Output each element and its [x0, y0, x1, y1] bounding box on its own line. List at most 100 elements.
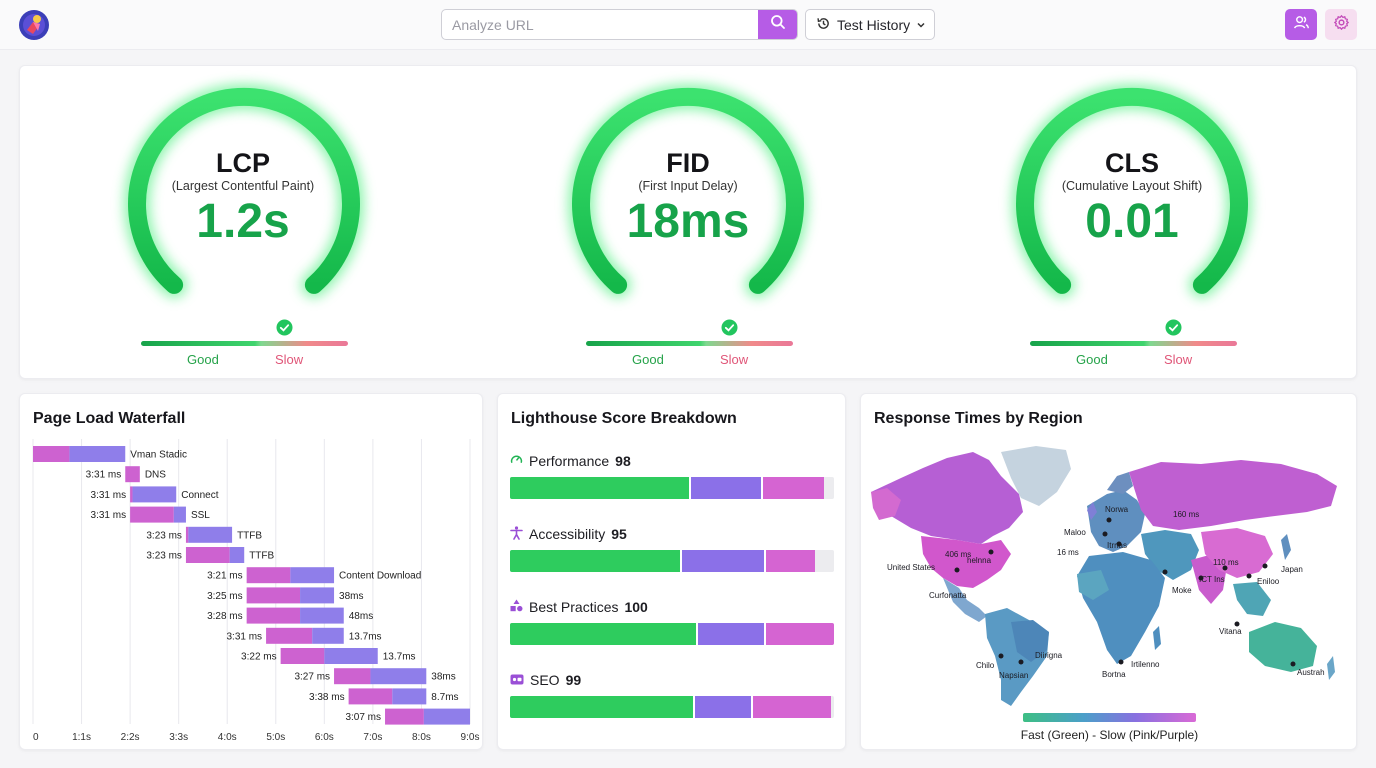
waterfall-duration-label: 3:38 ms — [309, 692, 345, 703]
core-web-vitals-card: LCP (Largest Contentful Paint) 1.2s Good… — [19, 65, 1357, 379]
lighthouse-row-best-practices[interactable]: Best Practices 100 — [510, 598, 835, 645]
region-se-asia — [1233, 582, 1271, 616]
city-dot — [988, 549, 994, 555]
waterfall-duration-label: 3:22 ms — [241, 652, 277, 663]
waterfall-bar-segment — [246, 587, 301, 604]
map-label: 16 ms — [1057, 548, 1079, 557]
city-dot — [1246, 573, 1252, 579]
map-label: Napsian — [999, 671, 1028, 680]
region-canada — [871, 452, 1023, 544]
waterfall-bar-segment — [300, 607, 344, 624]
map-label: United States — [887, 563, 935, 572]
city-dot — [1222, 565, 1228, 571]
waterfall-duration-label: 3:23 ms — [146, 551, 182, 562]
waterfall-bar-segment — [33, 446, 70, 462]
region-scandinavia — [1107, 472, 1133, 494]
waterfall-resource-label: 38ms — [339, 591, 363, 602]
region-brazil — [1011, 620, 1049, 662]
map-legend-gradient — [1023, 713, 1196, 722]
axis-tick-label: 3:3s — [169, 732, 188, 743]
good-label: Good — [187, 352, 219, 367]
map-label: 406 ms — [945, 550, 971, 559]
map-label: Maloo — [1064, 528, 1086, 537]
map-label: Itrnas — [1107, 541, 1127, 550]
map-label: Norwa — [1105, 505, 1129, 514]
search-button[interactable] — [758, 10, 797, 39]
waterfall-bar-segment — [300, 587, 335, 604]
category-score: 98 — [615, 453, 631, 469]
city-dot — [1234, 621, 1240, 627]
axis-tick-label: 5:0s — [266, 732, 285, 743]
slow-label: Slow — [275, 352, 304, 367]
city-dot — [1018, 659, 1024, 665]
waterfall-duration-label: 3:31 ms — [86, 470, 122, 481]
vital-subtitle: (First Input Delay) — [638, 179, 738, 193]
city-dot — [1116, 541, 1122, 547]
waterfall-bar-segment — [334, 668, 371, 685]
waterfall-resource-label: 8.7ms — [431, 692, 458, 703]
score-segment-green — [510, 623, 698, 645]
score-bar — [510, 696, 834, 718]
waterfall-duration-label: 3:21 ms — [207, 571, 243, 582]
waterfall-chart: 0 1:1s 2:2s 3:3s 4:0s 5:0s 6:0s 7:0s 8:0s 9:0s Vma… — [32, 439, 479, 743]
vital-subtitle: (Cumulative Layout Shift) — [1061, 179, 1203, 193]
search-input[interactable] — [442, 10, 760, 39]
lighthouse-row-seo[interactable]: SEO 99 — [510, 671, 835, 718]
region-new-zealand — [1327, 656, 1335, 680]
waterfall-bar-segment — [290, 567, 335, 584]
axis-tick-label: 2:2s — [121, 732, 140, 743]
vital-name: LCP — [216, 148, 270, 178]
map-label: Vitana — [1219, 627, 1242, 636]
map-label: Japan — [1281, 565, 1303, 574]
history-icon — [816, 16, 831, 34]
lighthouse-row-accessibility[interactable]: Accessibility 95 — [510, 525, 835, 572]
region-australia — [1249, 622, 1317, 672]
map-label: Bortna — [1102, 670, 1126, 679]
waterfall-bar-segment — [246, 607, 301, 624]
score-segment-green — [510, 477, 692, 499]
score-segment-pink — [765, 623, 834, 645]
users-button[interactable] — [1285, 9, 1317, 40]
map-legend-label: Fast (Green) - Slow (Pink/Purple) — [1020, 728, 1199, 742]
settings-button[interactable] — [1325, 9, 1357, 40]
score-segment-pink — [765, 550, 815, 572]
map-label: 110 ms — [1213, 558, 1239, 567]
shapes-icon — [510, 599, 523, 615]
map-label: Austrah — [1297, 668, 1325, 677]
category-score: 95 — [611, 526, 627, 542]
lighthouse-row-performance[interactable]: Performance 98 — [510, 452, 835, 499]
top-bar: Test History — [0, 0, 1376, 50]
score-bar — [510, 477, 834, 499]
city-dot — [1162, 569, 1168, 575]
search-box — [441, 9, 798, 40]
region-usa — [921, 536, 1011, 588]
city-dot — [1198, 575, 1204, 581]
score-segment-violet — [691, 477, 763, 499]
waterfall-bar-segment — [173, 506, 186, 523]
score-segment-violet — [697, 623, 766, 645]
region-europe — [1087, 490, 1145, 552]
map-label: Irtilenno — [1131, 660, 1160, 669]
test-history-button[interactable]: Test History — [805, 9, 935, 40]
score-segment-violet — [681, 550, 766, 572]
waterfall-bar-segment — [130, 506, 174, 523]
waterfall-resource-label: 38ms — [431, 672, 455, 683]
region-mexico — [943, 578, 987, 622]
category-label: Best Practices — [529, 599, 619, 615]
waterfall-resource-label: Connect — [181, 490, 218, 501]
category-score: 99 — [565, 672, 582, 688]
accessibility-icon — [510, 525, 523, 543]
map-label: Diirigna — [1035, 651, 1063, 660]
waterfall-bar-segment — [392, 688, 427, 705]
score-segment-violet — [694, 696, 753, 718]
app-logo[interactable] — [18, 9, 50, 41]
waterfall-duration-label: 3:27 ms — [294, 672, 330, 683]
waterfall-bar-segment — [188, 526, 233, 543]
fid-gauge-arc — [568, 83, 808, 298]
lcp-gauge-arc — [124, 83, 364, 298]
region-alaska — [871, 488, 901, 520]
axis-tick-label: 8:0s — [412, 732, 431, 743]
check-circle-icon — [276, 319, 293, 336]
waterfall-resource-label: TTFB — [237, 530, 262, 541]
lcp-gauge: LCP (Largest Contentful Paint) 1.2s Good… — [20, 66, 466, 380]
